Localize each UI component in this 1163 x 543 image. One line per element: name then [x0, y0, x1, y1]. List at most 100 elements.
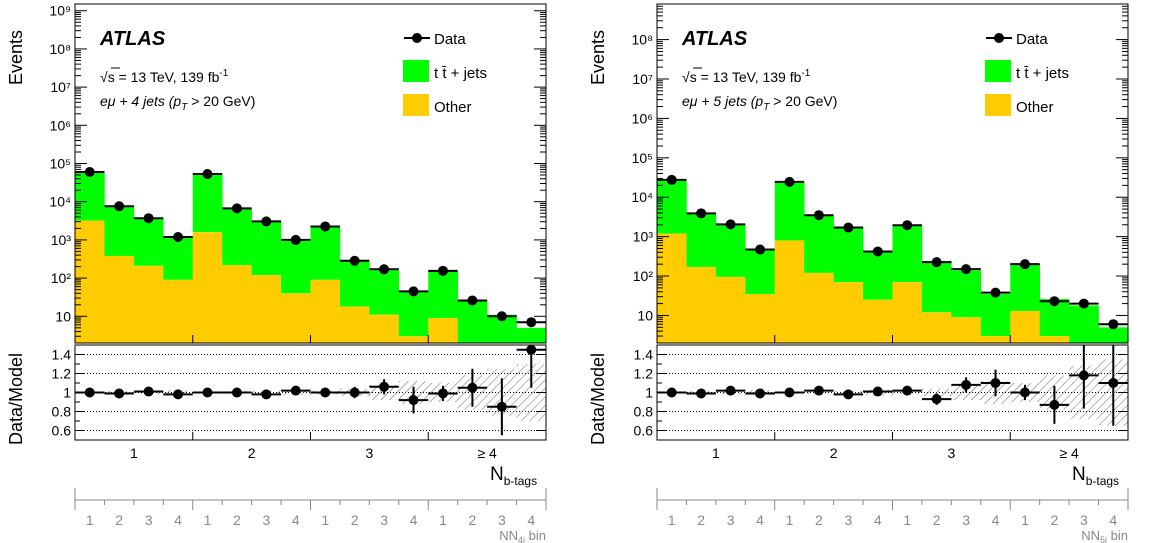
ttbar-bar [192, 174, 223, 233]
y-tick-label: 10⁶ [50, 117, 71, 133]
other-bar [951, 317, 982, 343]
ratio-point [408, 395, 419, 406]
y-tick-label: 10⁴ [49, 194, 71, 210]
ratio-point [990, 378, 1001, 388]
other-bar [863, 299, 893, 343]
data-point [437, 265, 448, 276]
energy-lumi-label: √s = 13 TeV, 139 fb-1 [100, 68, 229, 85]
data-point [379, 264, 390, 275]
ratio-y-tick-label: 0.8 [52, 404, 72, 420]
legend-data-marker [412, 33, 422, 43]
ttbar-bar [774, 182, 805, 241]
x-axis-label: Nb-tags [490, 464, 537, 488]
nn-bin-label: 4 [756, 512, 764, 528]
other-bar [774, 240, 805, 343]
ttbar-bar [833, 227, 864, 283]
data-point [1049, 296, 1060, 307]
nn-bin-label: 1 [439, 512, 447, 528]
ratio-y-tick-label: 1.2 [52, 366, 72, 382]
other-bar [281, 293, 311, 343]
ratio-point [755, 388, 766, 399]
ttbar-bar [281, 239, 311, 294]
ratio-point [902, 385, 913, 396]
nn-bin-label: 4 [174, 512, 182, 528]
ttbar-bar [133, 218, 164, 266]
ratio-point [349, 387, 360, 398]
data-point [725, 219, 736, 230]
nn-bin-label: 2 [233, 512, 241, 528]
legend-other-label: Other [434, 99, 472, 116]
data-point [1019, 259, 1030, 270]
ttbar-bar [369, 270, 400, 315]
y-tick-label: 10³ [51, 232, 72, 248]
nn-bin-label: 4 [410, 512, 418, 528]
legend-ttbar-label: t t̄ + jets [434, 65, 487, 82]
nn-bin-label: 4 [292, 512, 300, 528]
other-bar [310, 279, 341, 343]
ratio-y-tick-label: 1 [645, 385, 653, 401]
nn-bin-label: 3 [262, 512, 270, 528]
ratio-y-tick-label: 1.4 [52, 347, 72, 363]
data-point [1078, 298, 1089, 309]
data-point [902, 220, 913, 231]
atlas-label: ATLAS [681, 28, 748, 50]
ratio-point [261, 389, 272, 400]
y-tick-label: 10⁵ [50, 156, 71, 172]
ratio-point [1049, 399, 1060, 410]
nn-bin-label: 3 [727, 512, 735, 528]
data-point [961, 264, 972, 275]
group-label: ≥ 4 [477, 445, 497, 461]
nn-bin-label: 3 [380, 512, 388, 528]
ratio-point [696, 388, 707, 399]
data-point [320, 221, 331, 232]
ratio-y-tick-label: 0.6 [634, 423, 654, 439]
y-tick-label: 10⁴ [631, 189, 653, 205]
ttbar-bar [516, 327, 547, 343]
data-point [843, 222, 854, 233]
ttbar-bar [892, 225, 923, 283]
group-label: 2 [830, 445, 838, 461]
ratio-point [961, 379, 972, 390]
chart-svg: 10 10² 10³ 10⁴ 10⁵ 10⁶ 10⁷ 10⁸ Events ATLAS √s = 1… [588, 3, 1129, 543]
ratio-point [320, 387, 331, 398]
data-point [349, 255, 360, 266]
ratio-point [496, 401, 507, 412]
other-bar [804, 272, 834, 343]
legend-ttbar-label: t t̄ + jets [1016, 65, 1069, 82]
ttbar-bar [104, 206, 135, 256]
legend-ttbar-swatch [985, 60, 1011, 82]
ratio-point [1078, 370, 1089, 381]
nn-bin-label: 2 [815, 512, 823, 528]
x-axis-label: Nb-tags [1072, 464, 1119, 488]
legend-ttbar-swatch [403, 60, 429, 82]
data-point [231, 203, 242, 214]
data-point [813, 210, 824, 221]
nn-bin-label: 2 [1051, 512, 1059, 528]
ttbar-bar [398, 291, 429, 337]
data-point [526, 317, 537, 328]
ratio-point [202, 387, 213, 398]
other-bar [1010, 310, 1040, 343]
other-bar [428, 318, 458, 343]
legend-data-marker [994, 33, 1004, 43]
other-bar [251, 275, 282, 343]
nn-bin-label: 4 [992, 512, 1000, 528]
nn-bin-label: 2 [115, 512, 123, 528]
ratio-point [290, 385, 301, 396]
ratio-point [813, 385, 824, 396]
nn-bin-label: 1 [903, 512, 911, 528]
ratio-point [1108, 378, 1119, 388]
group-label: 1 [130, 445, 138, 461]
ratio-y-tick-label: 1 [63, 385, 71, 401]
nn-bin-label: 1 [86, 512, 94, 528]
ttbar-bar [1069, 305, 1099, 343]
ratio-point [379, 381, 390, 392]
ratio-point [784, 387, 795, 398]
ratio-point [173, 389, 184, 400]
other-bar [339, 306, 370, 343]
ratio-y-tick-label: 0.8 [634, 404, 654, 420]
nn-bin-label: 4 [874, 512, 882, 528]
legend-other-swatch [985, 94, 1011, 116]
data-point [666, 174, 677, 185]
ratio-point [872, 386, 883, 397]
